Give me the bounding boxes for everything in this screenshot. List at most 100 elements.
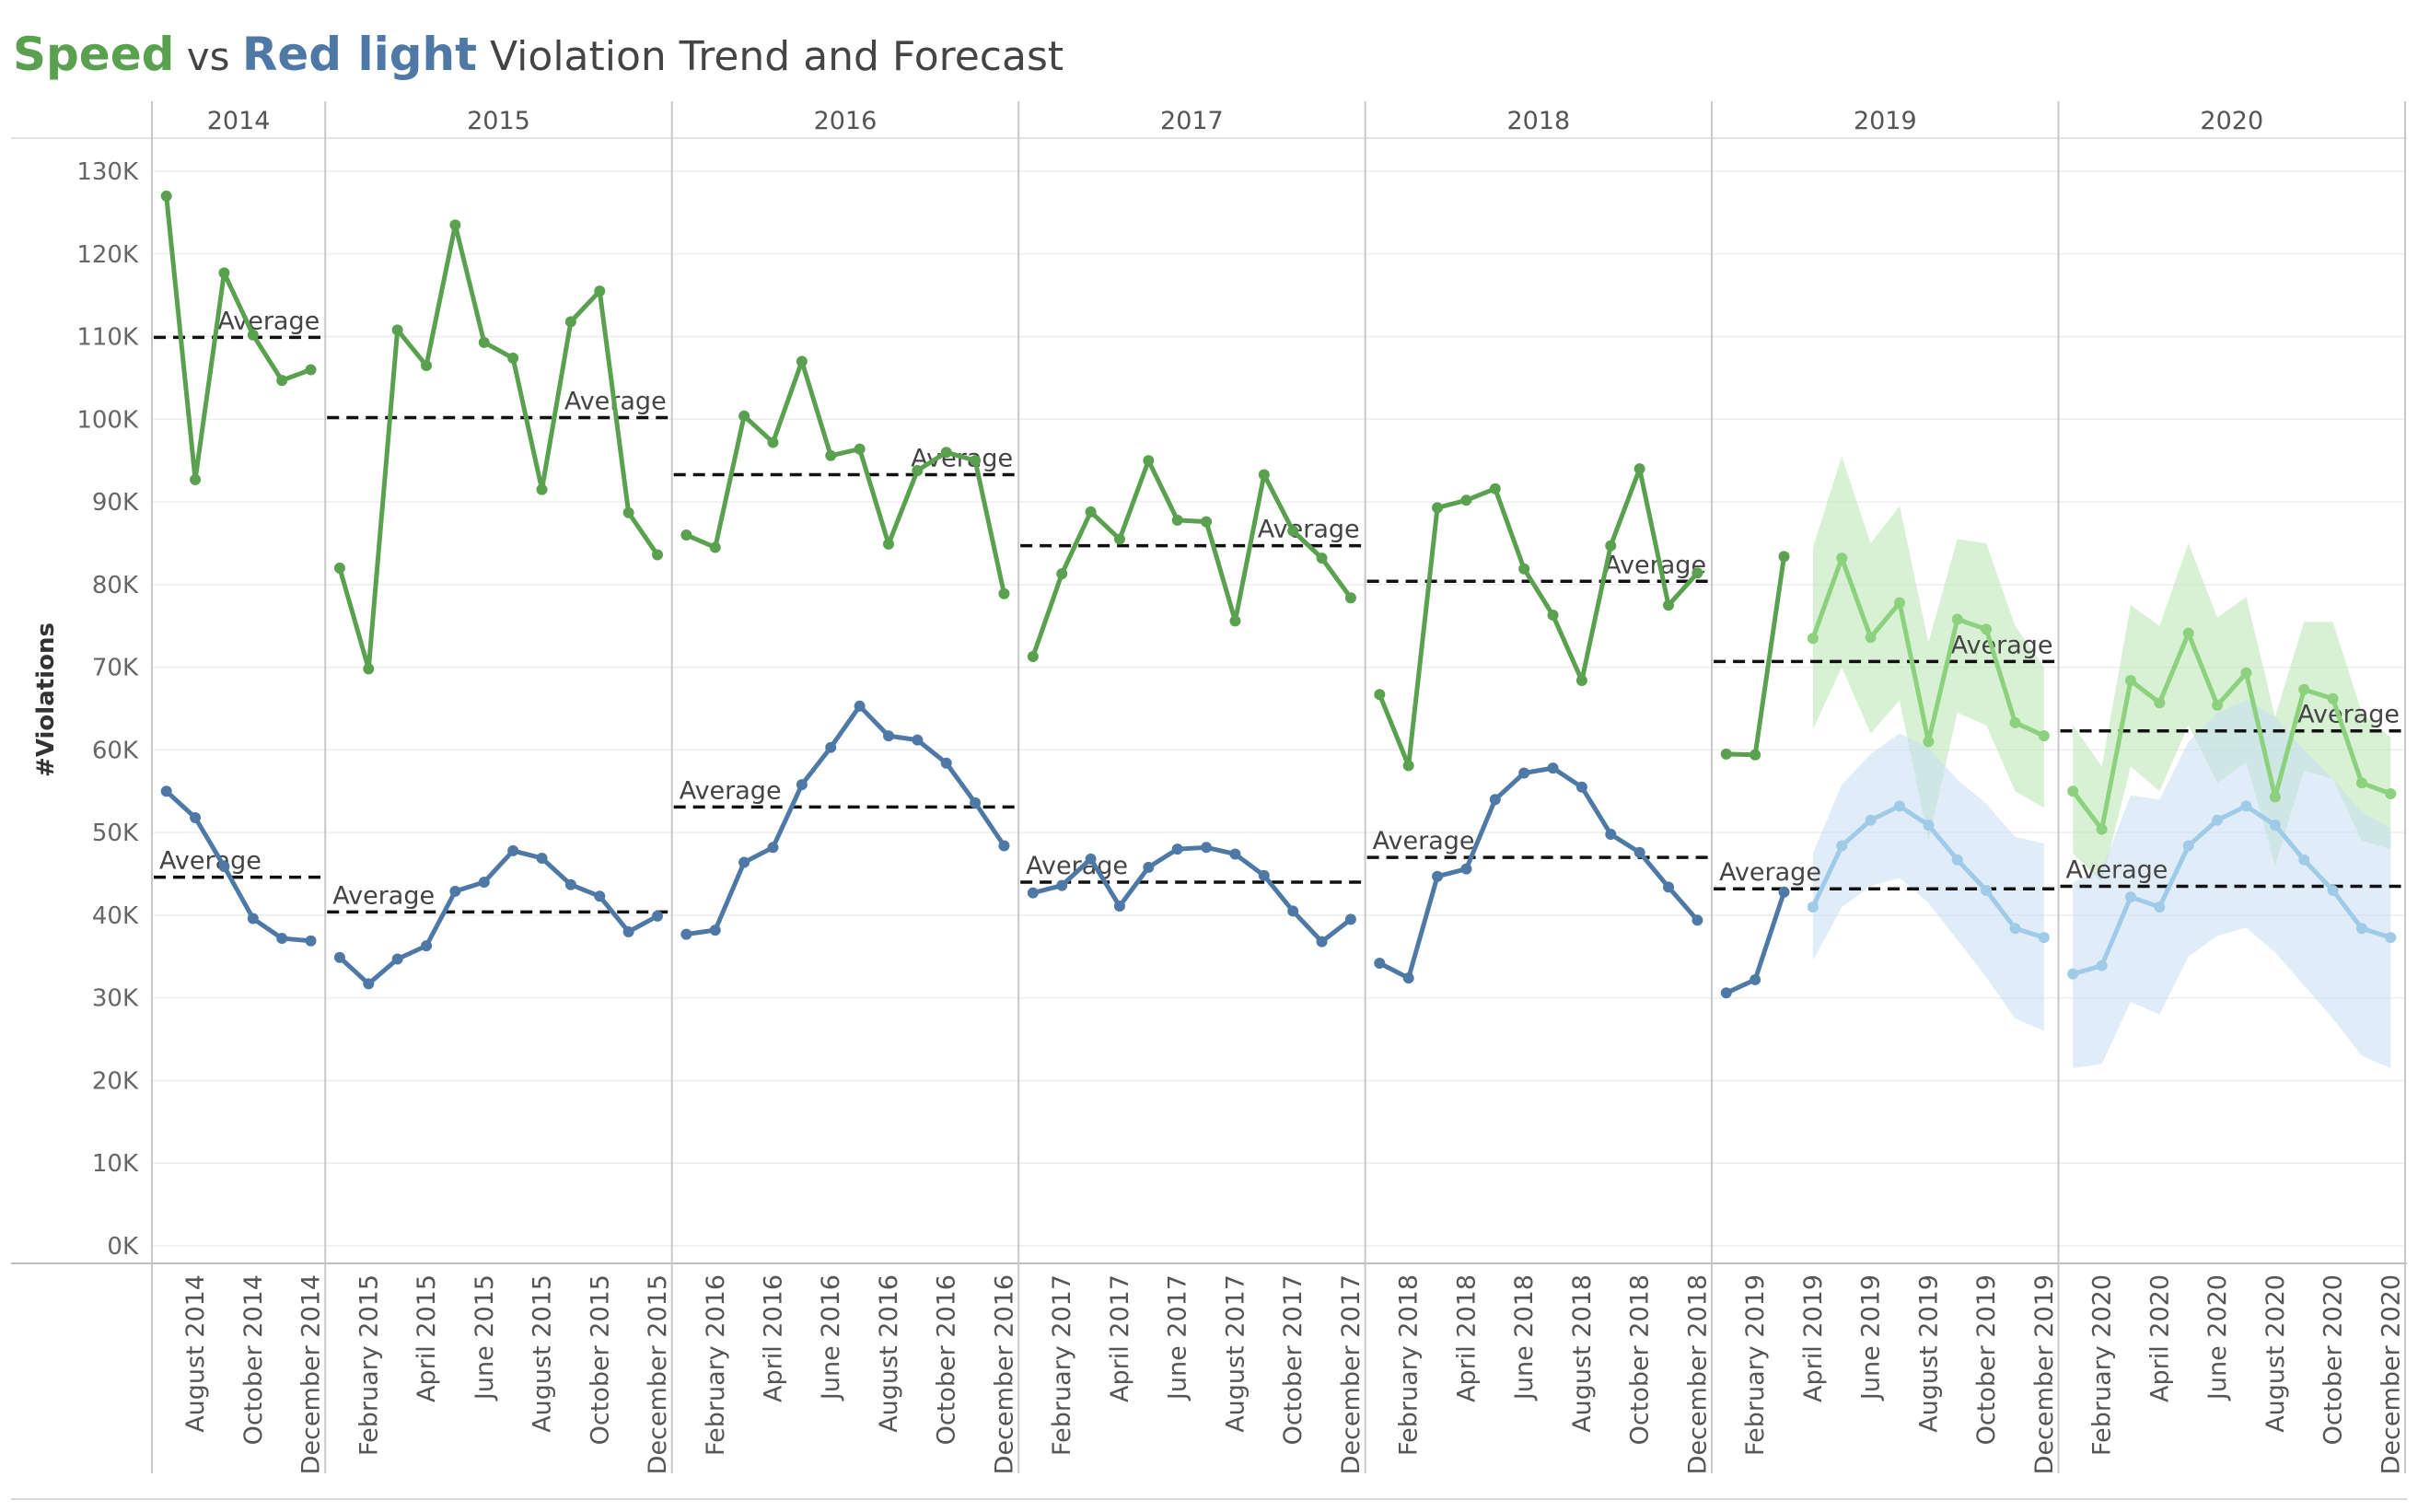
speed-forecast-point bbox=[2355, 777, 2367, 789]
red-point bbox=[709, 925, 721, 936]
speed-point bbox=[1663, 599, 1675, 611]
red-point bbox=[1547, 762, 1559, 774]
speed-point bbox=[594, 285, 606, 297]
red-point bbox=[1460, 863, 1472, 875]
x-tick-label: February 2018 bbox=[1395, 1274, 1424, 1456]
speed-forecast-point bbox=[2269, 791, 2281, 803]
speed-point bbox=[709, 541, 721, 553]
speed-point bbox=[1113, 533, 1125, 545]
red-average-label: Average bbox=[680, 776, 782, 805]
x-tick-label: April 2018 bbox=[1452, 1274, 1481, 1402]
red-point bbox=[1143, 861, 1155, 873]
red-point bbox=[1374, 957, 1386, 969]
speed-point bbox=[1143, 455, 1155, 467]
red-point bbox=[247, 913, 259, 925]
red-point bbox=[1605, 828, 1617, 840]
x-tick-label: June 2019 bbox=[1857, 1274, 1886, 1402]
red-forecast-point bbox=[1981, 884, 1993, 896]
red-forecast-point bbox=[2327, 884, 2339, 896]
red-forecast-point bbox=[2154, 901, 2166, 913]
red-forecast-line bbox=[2070, 803, 2393, 977]
red-average-label: Average bbox=[1026, 852, 1128, 880]
x-tick-label: April 2016 bbox=[759, 1274, 787, 1402]
speed-series-line bbox=[1724, 553, 1787, 758]
speed-forecast-point bbox=[2385, 787, 2397, 799]
speed-forecast-point bbox=[1893, 597, 1905, 609]
y-tick-label: 70K bbox=[92, 655, 139, 682]
red-point bbox=[1229, 848, 1241, 860]
speed-point bbox=[970, 455, 982, 467]
speed-forecast-point bbox=[1981, 623, 1993, 635]
red-point bbox=[1085, 853, 1097, 865]
red-point bbox=[1575, 781, 1587, 793]
chart-title: Speed vs Red light Violation Trend and F… bbox=[13, 28, 1064, 81]
x-tick-label: December 2018 bbox=[1683, 1274, 1712, 1474]
speed-forecast-point bbox=[2124, 674, 2136, 686]
speed-forecast-point bbox=[1807, 633, 1819, 645]
speed-forecast-point bbox=[2240, 667, 2252, 679]
speed-point bbox=[1750, 749, 1761, 761]
speed-forecast-point bbox=[2182, 627, 2194, 639]
speed-point bbox=[333, 562, 345, 574]
red-point bbox=[652, 910, 664, 922]
x-tick-label: October 2014 bbox=[239, 1274, 268, 1445]
red-forecast-point bbox=[2355, 923, 2367, 935]
speed-point bbox=[276, 375, 288, 387]
speed-point bbox=[854, 443, 866, 455]
x-tick-label: October 2015 bbox=[586, 1274, 614, 1445]
red-point bbox=[622, 925, 634, 937]
red-forecast-point bbox=[2385, 932, 2397, 944]
y-tick-label: 130K bbox=[76, 158, 139, 186]
speed-forecast-point bbox=[2154, 697, 2166, 709]
speed-forecast-point bbox=[2212, 699, 2224, 711]
speed-forecast-point bbox=[1865, 632, 1877, 644]
red-point bbox=[882, 730, 894, 742]
year-header-2020: 2020 bbox=[2200, 107, 2263, 135]
speed-point bbox=[622, 506, 634, 518]
speed-forecast-point bbox=[2067, 785, 2079, 797]
speed-point bbox=[449, 219, 461, 231]
year-header-2014: 2014 bbox=[207, 107, 271, 135]
red-point bbox=[276, 933, 288, 945]
speed-point bbox=[1489, 483, 1501, 494]
speed-point bbox=[363, 663, 375, 675]
x-tick-label: October 2018 bbox=[1626, 1274, 1655, 1445]
speed-forecast-line bbox=[2070, 631, 2393, 832]
speed-forecast-band bbox=[1812, 456, 2044, 842]
speed-point bbox=[738, 410, 750, 422]
speed-point bbox=[160, 190, 172, 202]
x-tick-label: August 2014 bbox=[181, 1274, 210, 1433]
red-point bbox=[218, 860, 230, 872]
x-tick-label: April 2019 bbox=[1799, 1274, 1828, 1402]
speed-forecast-point bbox=[2096, 823, 2108, 835]
red-point bbox=[1201, 842, 1213, 854]
x-tick-label: December 2016 bbox=[990, 1274, 1018, 1474]
speed-point bbox=[882, 538, 894, 550]
speed-point bbox=[1171, 514, 1183, 526]
red-series-line bbox=[337, 848, 660, 986]
red-point bbox=[680, 928, 692, 940]
speed-point bbox=[1258, 469, 1270, 481]
red-forecast-point bbox=[1865, 814, 1877, 826]
speed-point bbox=[305, 364, 317, 376]
x-tick-label: December 2019 bbox=[2030, 1274, 2059, 1474]
x-tick-label: December 2017 bbox=[1337, 1274, 1366, 1474]
red-point bbox=[1258, 869, 1270, 881]
speed-point bbox=[1374, 689, 1386, 701]
red-average-label: Average bbox=[1373, 827, 1475, 855]
x-tick-label: August 2015 bbox=[529, 1274, 557, 1433]
x-tick-label: February 2017 bbox=[1048, 1274, 1076, 1456]
x-tick-label: October 2019 bbox=[1972, 1274, 2001, 1445]
x-tick-label: June 2016 bbox=[817, 1274, 845, 1402]
red-point bbox=[1691, 914, 1703, 926]
red-point bbox=[1113, 901, 1125, 913]
red-point bbox=[998, 840, 1010, 852]
red-point bbox=[1316, 936, 1328, 948]
speed-series-line bbox=[1030, 458, 1354, 659]
x-tick-label: December 2015 bbox=[644, 1274, 672, 1474]
red-point bbox=[421, 940, 433, 952]
grid-layer bbox=[152, 170, 2405, 1247]
red-point bbox=[363, 978, 375, 990]
speed-point bbox=[825, 449, 837, 461]
red-forecast-point bbox=[2124, 891, 2136, 903]
